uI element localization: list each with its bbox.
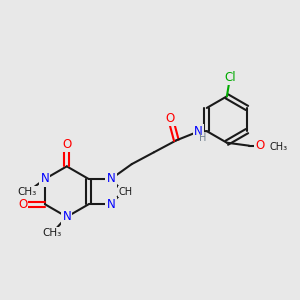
Text: H: H: [200, 133, 207, 143]
Text: CH₃: CH₃: [270, 142, 288, 152]
Text: N: N: [194, 125, 203, 138]
Text: N: N: [40, 172, 49, 185]
Text: N: N: [106, 172, 115, 185]
Text: O: O: [255, 139, 264, 152]
Text: N: N: [62, 210, 71, 224]
Text: O: O: [18, 198, 27, 211]
Text: Cl: Cl: [224, 70, 236, 83]
Text: O: O: [62, 138, 71, 151]
Text: CH₃: CH₃: [42, 228, 62, 238]
Text: CH: CH: [119, 187, 133, 196]
Text: N: N: [106, 198, 115, 211]
Text: CH₃: CH₃: [17, 188, 37, 197]
Text: O: O: [166, 112, 175, 124]
